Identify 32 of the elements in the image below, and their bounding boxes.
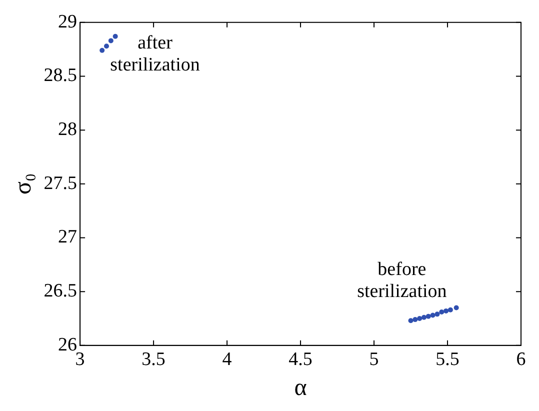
annotation: after sterilization bbox=[110, 32, 200, 76]
point bbox=[454, 305, 459, 310]
annotation: before sterilization bbox=[357, 258, 448, 302]
x-tick-label: 4 bbox=[222, 348, 232, 370]
point bbox=[100, 48, 105, 53]
x-axis-title: α bbox=[294, 374, 308, 401]
point bbox=[434, 312, 440, 317]
y-tick-label: 27 bbox=[58, 226, 78, 248]
y-tick-label: 28 bbox=[58, 119, 78, 140]
point bbox=[112, 34, 118, 39]
y-tick-label: 28.5 bbox=[44, 65, 78, 86]
x-tick-label: 5.5 bbox=[436, 348, 460, 370]
y-tick-label: 26.5 bbox=[44, 280, 78, 302]
y-axis-title: σ₀ bbox=[10, 173, 37, 195]
point bbox=[108, 38, 114, 44]
point bbox=[408, 318, 414, 324]
point bbox=[426, 314, 431, 319]
point bbox=[104, 44, 110, 49]
x-tick-label: 6 bbox=[516, 348, 526, 370]
x-tick-label: 3 bbox=[75, 348, 85, 370]
point bbox=[444, 308, 449, 314]
point bbox=[412, 317, 418, 322]
y-tick-label: 27.5 bbox=[44, 172, 78, 194]
point bbox=[417, 316, 422, 321]
x-tick-label: 3.5 bbox=[142, 348, 166, 370]
y-tick-label: 29 bbox=[58, 11, 78, 32]
point bbox=[421, 314, 426, 320]
y-tick-label: 26 bbox=[58, 334, 78, 356]
point bbox=[439, 310, 444, 315]
x-tick-label: 4.5 bbox=[288, 348, 312, 370]
x-tick-label: 5 bbox=[369, 348, 379, 370]
point bbox=[448, 307, 453, 312]
